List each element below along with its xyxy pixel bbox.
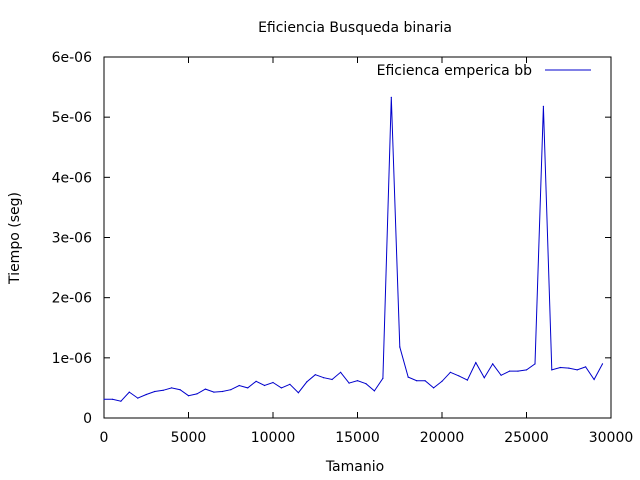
data-point [306, 381, 308, 383]
data-point [551, 369, 553, 371]
y-tick-label: 4e-06 [52, 170, 92, 186]
data-point [331, 378, 333, 381]
data-point [390, 96, 392, 98]
data-point [238, 384, 240, 387]
x-tick-label: 10000 [251, 430, 296, 446]
y-tick-label: 1e-06 [52, 351, 92, 367]
y-tick-label: 3e-06 [52, 231, 92, 247]
data-point [179, 389, 181, 391]
chart-title: Eficiencia Busqueda binaria [258, 20, 452, 36]
data-point [154, 390, 156, 393]
series-line [104, 97, 603, 402]
data-point [525, 369, 528, 371]
data-point [534, 363, 536, 365]
data-point [289, 383, 291, 385]
x-tick-label: 20000 [420, 430, 465, 446]
legend: Eficienca emperica bb [377, 63, 591, 79]
data-point [255, 380, 257, 382]
data-point [230, 389, 232, 391]
data-point [145, 393, 147, 396]
data-point [458, 375, 460, 377]
data-point [585, 366, 587, 368]
data-point [407, 376, 409, 378]
data-point [382, 377, 384, 379]
data-point [542, 105, 545, 107]
data-point [517, 370, 519, 372]
data-point [196, 393, 198, 395]
x-tick-label: 15000 [335, 430, 380, 446]
data-point [365, 383, 367, 385]
data-point [348, 382, 350, 384]
series-layer [103, 96, 604, 402]
data-point [221, 390, 223, 393]
data-point [373, 390, 375, 392]
data-point [509, 370, 511, 372]
data-point [449, 371, 451, 373]
data-point [137, 397, 139, 399]
data-point [171, 387, 173, 389]
data-point [297, 392, 299, 394]
data-point [340, 371, 342, 373]
legend-label: Eficienca emperica bb [377, 63, 532, 79]
x-axis-label: Tamanio [325, 459, 384, 475]
data-point [323, 377, 325, 379]
data-point [424, 380, 426, 382]
data-point [466, 379, 468, 381]
data-point [272, 381, 274, 384]
data-point [593, 378, 595, 381]
data-point [356, 380, 359, 382]
data-point [187, 395, 190, 397]
data-point [500, 374, 502, 376]
data-point [213, 391, 215, 393]
data-point [103, 398, 105, 400]
data-point [559, 366, 561, 369]
data-point [601, 363, 604, 365]
data-point [399, 346, 401, 348]
data-point [475, 362, 477, 364]
y-tick-label: 5e-06 [52, 110, 92, 126]
data-point [492, 363, 494, 365]
data-point [162, 389, 164, 391]
data-point [416, 380, 418, 382]
y-tick-label: 0 [83, 411, 92, 427]
x-tick-label: 5000 [171, 430, 207, 446]
data-point [204, 388, 206, 390]
data-point [280, 387, 282, 389]
data-point [483, 377, 485, 379]
data-point [128, 391, 130, 393]
data-point [314, 374, 316, 376]
data-point [120, 400, 122, 402]
x-tick-label: 30000 [589, 430, 634, 446]
data-point [263, 384, 266, 387]
y-axis: 0 1e-06 2e-06 3e-06 4e-06 5e-06 6e-06 [52, 50, 611, 427]
x-tick-label: 0 [100, 430, 109, 446]
y-axis-label: Tiempo (seg) [7, 192, 23, 285]
data-point [247, 387, 249, 389]
data-point [111, 398, 114, 400]
data-point [576, 369, 578, 371]
data-point [433, 387, 435, 389]
y-tick-label: 2e-06 [52, 291, 92, 307]
y-tick-label: 6e-06 [52, 50, 92, 66]
x-tick-label: 25000 [504, 430, 549, 446]
x-axis: 0 5000 10000 15000 20000 25000 30000 [100, 57, 634, 446]
data-point [568, 367, 570, 369]
data-point [441, 380, 443, 382]
